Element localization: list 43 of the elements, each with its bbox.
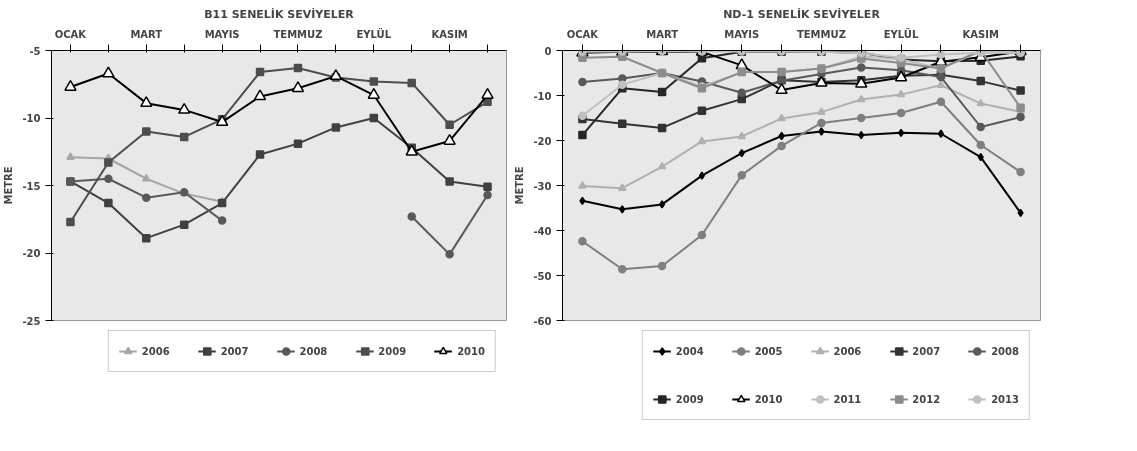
y-tick-label: -10 (533, 90, 552, 102)
x-tick-label: OCAK (566, 28, 600, 40)
legend-label: 2013 (991, 393, 1019, 405)
y-tick-label: -60 (533, 315, 552, 327)
y-tick-label: -30 (533, 180, 552, 192)
y-tick-label: 0 (544, 45, 552, 57)
legend-label: 2006 (141, 345, 170, 357)
x-tick-label: KASIM (962, 28, 999, 40)
legend-label: 2011 (833, 393, 862, 405)
legend-label: 2009 (378, 345, 407, 357)
y-tick-label: -5 (29, 45, 41, 57)
y-axis-title: METRE (514, 166, 526, 205)
y-axis-title: METRE (3, 166, 15, 205)
y-tick-label: -40 (533, 225, 552, 237)
legend-label: 2008 (991, 345, 1019, 357)
legend-label: 2004 (675, 345, 704, 357)
y-tick-label: -50 (533, 270, 552, 282)
x-tick-label: OCAK (54, 28, 88, 40)
legend-label: 2007 (220, 345, 249, 357)
legend-label: 2007 (912, 345, 941, 357)
x-tick-label: MAYIS (724, 28, 760, 40)
legend-label: 2005 (754, 345, 783, 357)
x-tick-label: MART (130, 28, 163, 40)
chart-title: ND-1 SENELİK SEVİYELER (723, 6, 881, 21)
y-tick-label: -25 (22, 315, 41, 327)
y-tick-label: -20 (533, 135, 552, 147)
x-tick-label: TEMMUZ (796, 28, 846, 40)
legend-label: 2006 (833, 345, 862, 357)
y-tick-label: -15 (22, 180, 41, 192)
legend-label: 2012 (912, 393, 941, 405)
x-tick-label: KASIM (431, 28, 468, 40)
x-tick-label: EYLÜL (883, 26, 919, 40)
x-tick-label: EYLÜL (356, 26, 392, 40)
x-tick-label: TEMMUZ (273, 28, 323, 40)
legend-label: 2008 (299, 345, 328, 357)
x-tick-label: MART (646, 28, 679, 40)
chart-title: B11 SENELİK SEVİYELER (204, 6, 355, 21)
legend-label: 2009 (675, 393, 704, 405)
legend-label: 2010 (457, 345, 485, 357)
y-tick-label: -20 (22, 248, 41, 259)
y-tick-label: -10 (22, 113, 41, 124)
x-tick-label: MAYIS (204, 28, 240, 40)
legend-label: 2010 (754, 393, 783, 405)
